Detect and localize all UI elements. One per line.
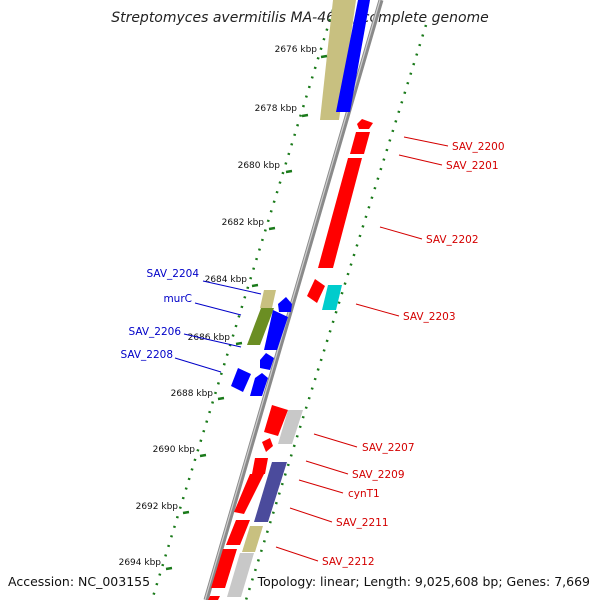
scale-ruler xyxy=(150,0,428,600)
map-title: Streptomyces avermitilis MA-4680, comple… xyxy=(111,10,489,26)
gene-label-sav-2200[interactable]: SAV_2200 xyxy=(452,141,505,153)
gene-sav2200 xyxy=(357,119,373,129)
tick-mark xyxy=(165,566,173,571)
tick-mark xyxy=(235,341,243,346)
leader-line xyxy=(183,333,242,348)
gene-track xyxy=(208,0,373,600)
gene-labels[interactable]: SAV_2200 SAV_2201 SAV_2202 SAV_2203 SAV_2204… xyxy=(120,136,505,568)
genome-summary-text: Topology: linear; Length: 9,025,608 bp; … xyxy=(257,574,590,589)
tick-mark xyxy=(285,169,293,174)
gene-small-red xyxy=(262,438,273,452)
gene-sav2209 xyxy=(252,458,268,474)
tick-label: 2676 kbp xyxy=(275,45,318,55)
gene-red-c xyxy=(208,596,220,600)
gene-grey-b xyxy=(227,553,254,597)
gene-sav2208-a xyxy=(231,368,251,392)
tick-label: 2682 kbp xyxy=(222,218,265,228)
gene-label-sav-2207[interactable]: SAV_2207 xyxy=(362,442,415,454)
leader-line xyxy=(194,302,242,316)
tick-label: 2686 kbp xyxy=(188,333,231,343)
gene-label-sav-2209[interactable]: SAV_2209 xyxy=(352,469,405,481)
gene-label-cynt1[interactable]: cynT1 xyxy=(348,488,380,500)
gene-olive xyxy=(320,0,356,120)
gene-sav2208-b xyxy=(250,373,268,396)
gene-label-sav-2204[interactable]: SAV_2204 xyxy=(146,268,199,280)
leader-line xyxy=(398,154,443,166)
gene-red-b xyxy=(234,474,264,514)
gene-sav2201 xyxy=(350,132,370,154)
gene-label-sav-2202[interactable]: SAV_2202 xyxy=(426,234,479,246)
leader-line xyxy=(298,479,344,494)
tick-mark xyxy=(301,113,309,118)
tick-label: 2684 kbp xyxy=(205,275,248,285)
leader-line xyxy=(289,507,333,523)
gene-sav2211 xyxy=(226,520,250,545)
leader-line xyxy=(305,460,349,475)
tick-label: 2694 kbp xyxy=(119,558,162,568)
gene-red-a xyxy=(264,405,288,436)
gene-blue xyxy=(336,0,370,112)
leader-line xyxy=(174,357,222,373)
gene-sav2207 xyxy=(278,410,303,444)
gene-sav2204 xyxy=(278,297,292,312)
gene-sav2203 xyxy=(307,279,325,303)
tick-label: 2688 kbp xyxy=(171,389,214,399)
gene-label-sav-2203[interactable]: SAV_2203 xyxy=(403,311,456,323)
tick-mark xyxy=(251,283,259,288)
leader-line xyxy=(355,303,400,317)
tick-mark xyxy=(217,396,225,401)
gene-sav2204-olive xyxy=(260,290,276,308)
leader-line xyxy=(313,433,358,448)
chromosome-backbone xyxy=(203,0,384,600)
gene-label-sav-2211[interactable]: SAV_2211 xyxy=(336,517,389,529)
gene-sav2212 xyxy=(211,549,237,588)
gene-label-sav-2201[interactable]: SAV_2201 xyxy=(446,160,499,172)
tick-label: 2690 kbp xyxy=(153,445,196,455)
gene-label-murc[interactable]: murC xyxy=(163,293,192,305)
position-ticks: 2676 kbp 2678 kbp 2680 kbp 2682 kbp 2684 kbp… xyxy=(119,45,328,571)
gene-murC xyxy=(247,308,274,345)
leader-line xyxy=(275,546,319,562)
gene-cynT1 xyxy=(254,462,287,522)
gene-label-sav-2206[interactable]: SAV_2206 xyxy=(128,326,181,338)
gene-sav2202 xyxy=(318,158,362,268)
tick-mark xyxy=(320,54,328,59)
gene-label-sav-2208[interactable]: SAV_2208 xyxy=(120,349,173,361)
accession-text: Accession: NC_003155 xyxy=(8,574,150,589)
leader-line xyxy=(403,136,449,147)
gene-cyan xyxy=(322,285,342,310)
scale-line-right xyxy=(244,24,428,600)
tick-label: 2678 kbp xyxy=(255,104,298,114)
backbone-line xyxy=(203,0,384,600)
leader-line xyxy=(202,280,262,295)
gene-label-sav-2212[interactable]: SAV_2212 xyxy=(322,556,375,568)
tick-label: 2692 kbp xyxy=(136,502,179,512)
leader-line xyxy=(379,226,423,240)
tick-mark xyxy=(182,510,190,515)
gene-sav2206 xyxy=(260,353,274,370)
tick-mark xyxy=(268,226,276,231)
gene-murC-blue xyxy=(264,310,288,350)
tick-mark xyxy=(199,453,207,458)
tick-label: 2680 kbp xyxy=(238,161,281,171)
gene-olive-b xyxy=(242,526,263,552)
